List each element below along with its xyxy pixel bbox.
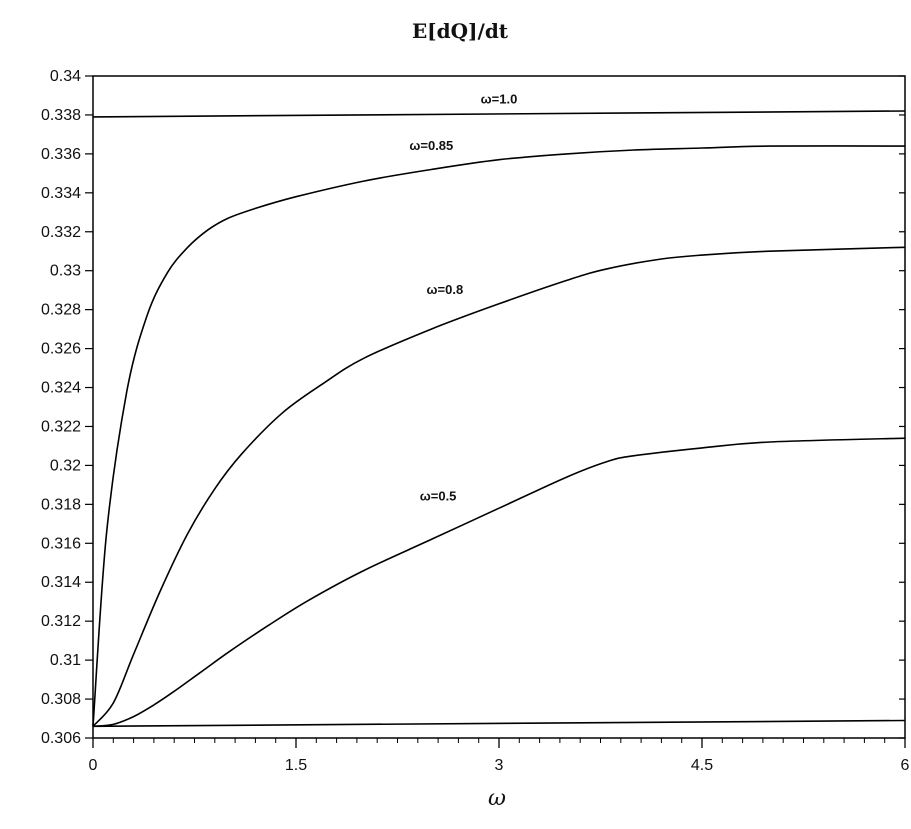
y-tick-label: 0.322 — [41, 418, 81, 435]
y-tick-label: 0.31 — [50, 652, 81, 669]
plot-frame — [92, 75, 906, 739]
y-axis: 0.306 0.308 0.31 0.312 0.314 0.316 0.318 0.32 0.… — [41, 68, 905, 747]
y-tick-label: 0.324 — [41, 380, 81, 397]
y-tick-label: 0.318 — [41, 496, 81, 513]
y-tick-label: 0.328 — [41, 302, 81, 319]
y-tick-label: 0.316 — [41, 535, 81, 552]
series-line-1 — [92, 145, 906, 727]
curve-labels: ω=1.0 ω=0.85 ω=0.8 ω=0.5 — [409, 91, 517, 503]
x-tick-label: 4.5 — [691, 757, 713, 774]
x-tick-label: 0 — [89, 757, 98, 774]
curve-label-3: ω=0.5 — [420, 488, 457, 503]
y-tick-label: 0.326 — [41, 341, 81, 358]
y-tick-label: 0.32 — [50, 457, 81, 474]
chart-title: E[dQ]/dt — [412, 19, 509, 43]
curve-label-1: ω=0.85 — [409, 138, 453, 153]
series-layer — [92, 110, 906, 728]
x-axis-label: ω — [488, 786, 506, 811]
y-tick-label: 0.312 — [41, 613, 81, 630]
y-tick-label: 0.314 — [41, 574, 81, 591]
y-tick-label: 0.308 — [41, 691, 81, 708]
series-line-2 — [92, 246, 906, 727]
y-tick-label: 0.334 — [41, 185, 81, 202]
series-line-4 — [92, 719, 906, 728]
x-tick-label: 1.5 — [285, 757, 307, 774]
y-tick-label: 0.336 — [41, 146, 81, 163]
y-tick-label: 0.338 — [41, 107, 81, 124]
y-tick-label: 0.306 — [41, 730, 81, 747]
y-tick-label: 0.33 — [50, 263, 81, 280]
y-tick-label: 0.34 — [50, 68, 81, 85]
y-tick-label: 0.332 — [41, 224, 81, 241]
series-line-3 — [92, 437, 906, 728]
x-axis: 0 1.5 3 4.5 6 — [89, 738, 910, 774]
curve-label-2: ω=0.8 — [427, 282, 464, 297]
curve-label-0: ω=1.0 — [481, 91, 518, 106]
series-line-0 — [92, 110, 906, 118]
x-tick-label: 6 — [901, 757, 910, 774]
x-tick-label: 3 — [495, 757, 504, 774]
